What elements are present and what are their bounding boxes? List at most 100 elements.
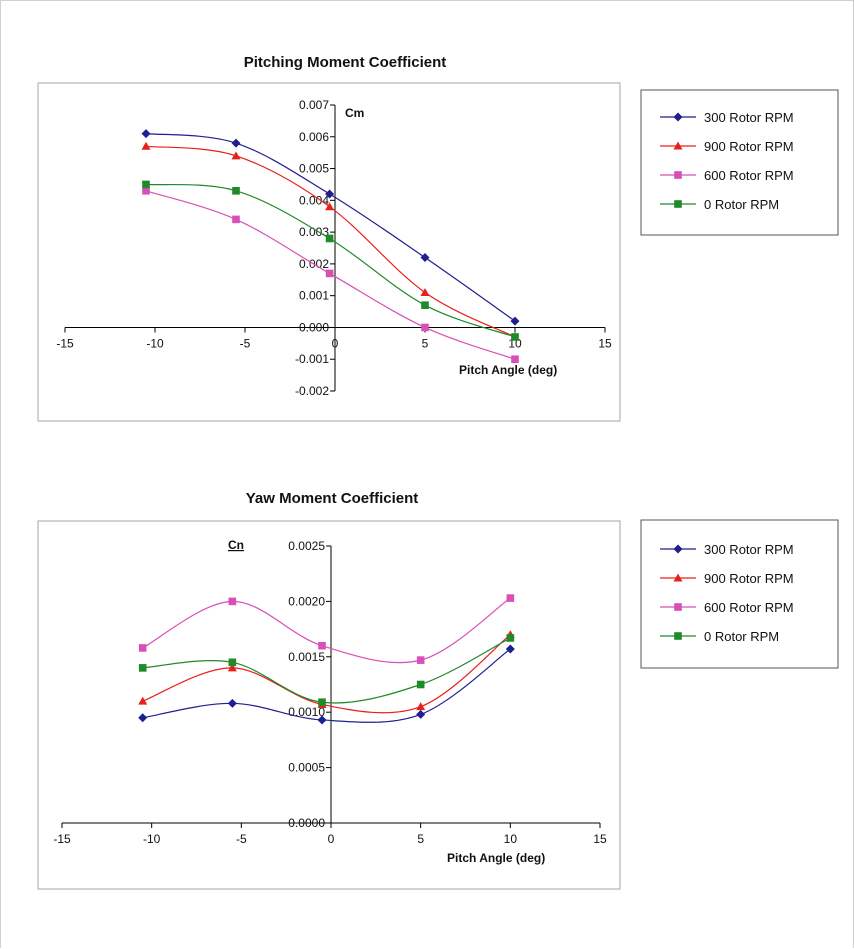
data-point xyxy=(232,215,240,224)
x-tick-label: 10 xyxy=(504,832,518,846)
legend-label: 300 Rotor RPM xyxy=(704,542,794,557)
data-point xyxy=(227,698,237,708)
data-point xyxy=(227,663,237,672)
legend-label: 900 Rotor RPM xyxy=(704,139,794,154)
chart-series-lines xyxy=(145,133,516,360)
y-tick-label: -0.001 xyxy=(295,352,329,366)
data-point xyxy=(420,253,430,263)
y-tick-label: -0.002 xyxy=(295,384,329,398)
legend-swatch-marker xyxy=(674,171,682,179)
y-tick-label: 0.0020 xyxy=(288,594,325,608)
data-point xyxy=(421,323,429,332)
chart-markers xyxy=(141,129,520,364)
x-tick-label: -10 xyxy=(143,832,161,846)
legend-box xyxy=(640,519,839,669)
legend-swatch-marker xyxy=(674,200,682,208)
series-line xyxy=(145,133,516,322)
legend-label: 0 Rotor RPM xyxy=(704,629,779,644)
y-tick-label: 0.001 xyxy=(299,289,329,303)
y-tick-label: 0.0025 xyxy=(288,539,325,553)
data-point xyxy=(231,151,241,160)
series-line xyxy=(142,597,511,664)
y-tick-label: 0.0000 xyxy=(288,816,325,830)
x-tick-label: -15 xyxy=(56,336,74,350)
x-axis-label: Pitch Angle (deg) xyxy=(459,363,557,377)
data-point xyxy=(138,713,148,723)
data-point xyxy=(141,141,151,150)
legend-label: 600 Rotor RPM xyxy=(704,600,794,615)
y-tick-label: 0.006 xyxy=(299,130,329,144)
data-point xyxy=(325,234,334,243)
data-point xyxy=(506,634,515,642)
data-point xyxy=(325,189,335,199)
legend-box xyxy=(640,89,839,236)
data-point xyxy=(510,316,520,326)
legend-swatch-marker xyxy=(673,141,683,150)
x-tick-label: 15 xyxy=(593,832,607,846)
y-tick-label: 0.003 xyxy=(299,225,329,239)
data-point xyxy=(138,644,147,652)
plot-area-border xyxy=(37,82,621,422)
x-tick-label: -5 xyxy=(240,336,251,350)
data-point xyxy=(232,187,240,195)
y-axis-label: Cn xyxy=(228,538,244,552)
y-tick-label: 0.0015 xyxy=(288,650,325,664)
data-point xyxy=(511,333,519,341)
data-point xyxy=(505,644,515,654)
x-tick-label: -5 xyxy=(236,832,247,846)
y-tick-label: 0.004 xyxy=(299,193,329,207)
x-tick-label: -10 xyxy=(146,336,164,350)
data-point xyxy=(318,698,326,707)
legend: 300 Rotor RPM 900 Rotor RPM 600 Rotor RPM 0… xyxy=(660,542,794,644)
chart-markers xyxy=(138,594,515,725)
y-tick-label: 0.0005 xyxy=(288,761,325,775)
data-point xyxy=(421,301,429,309)
data-point xyxy=(506,594,515,602)
data-point xyxy=(325,202,335,211)
legend: 300 Rotor RPM 900 Rotor RPM 600 Rotor RPM 0… xyxy=(660,110,794,212)
data-point xyxy=(325,269,334,278)
data-point xyxy=(142,180,150,189)
legend-swatch-marker xyxy=(674,603,682,611)
data-point xyxy=(420,287,430,296)
x-tick-label: -15 xyxy=(53,832,71,846)
legend-swatch-marker xyxy=(674,632,682,640)
x-tick-label: 0 xyxy=(332,336,339,350)
data-point xyxy=(416,680,425,689)
data-point xyxy=(138,664,147,672)
chart-axes: -15 -10 -5 0 5 10 15-0.002-0.0010.0000.0010.00… xyxy=(56,98,612,398)
chart-series-lines xyxy=(142,597,511,723)
x-tick-label: 5 xyxy=(417,832,424,846)
data-point xyxy=(511,355,519,364)
data-point xyxy=(416,656,425,664)
data-point xyxy=(318,641,326,650)
x-tick-label: 5 xyxy=(422,336,429,350)
chart-title: Pitching Moment Coefficient xyxy=(244,54,447,71)
legend-label: 600 Rotor RPM xyxy=(704,168,794,183)
x-axis-label: Pitch Angle (deg) xyxy=(447,851,545,865)
data-point xyxy=(228,658,237,667)
series-line xyxy=(142,634,511,714)
x-tick-label: 15 xyxy=(598,336,612,350)
legend-label: 0 Rotor RPM xyxy=(704,197,779,212)
yaw-moment-chart: Yaw Moment Coefficient -15 -10 -5 0 5 10 15 0.0… xyxy=(37,490,839,890)
pitching-moment-chart: Pitching Moment Coefficient -15 -10 -5 0 5 10… xyxy=(37,54,839,422)
chart-title: Yaw Moment Coefficient xyxy=(246,490,419,507)
data-point xyxy=(317,715,327,725)
data-point xyxy=(142,187,150,195)
data-point xyxy=(231,138,241,148)
legend-swatch-marker xyxy=(673,112,683,122)
x-tick-label: 0 xyxy=(328,832,335,846)
legend-label: 300 Rotor RPM xyxy=(704,110,794,125)
y-axis-label: Cm xyxy=(345,106,364,120)
legend-swatch-marker xyxy=(673,544,683,554)
legend-label: 900 Rotor RPM xyxy=(704,571,794,586)
legend-swatch-marker xyxy=(673,573,683,582)
y-tick-label: 0.005 xyxy=(299,162,329,176)
data-point xyxy=(228,597,237,606)
data-point xyxy=(416,702,426,711)
data-point xyxy=(138,696,148,705)
data-point xyxy=(416,709,426,719)
y-tick-label: 0.007 xyxy=(299,98,329,112)
